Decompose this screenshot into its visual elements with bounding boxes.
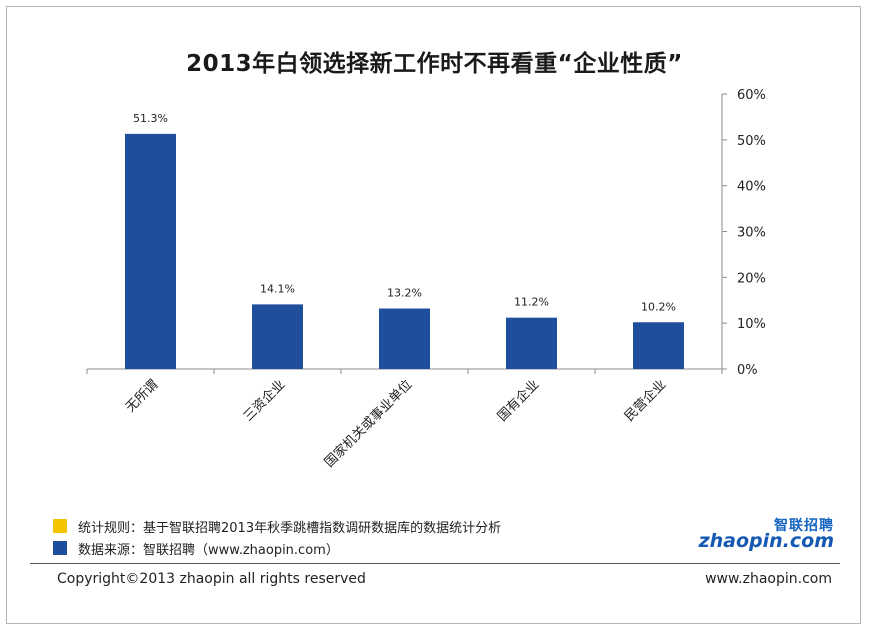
- data-label: 51.3%: [133, 112, 168, 125]
- y-tick-label: 40%: [737, 180, 766, 195]
- category-label: 民营企业: [621, 377, 669, 425]
- footnotes: 统计规则：基于智联招聘2013年秋季跳槽指数调研数据库的数据统计分析 数据来源：…: [53, 515, 501, 559]
- logo-english: zhaopin.com: [698, 530, 834, 552]
- y-tick-label: 10%: [737, 317, 766, 332]
- category-label: 国有企业: [494, 377, 542, 425]
- bar: [125, 133, 176, 369]
- bar: [379, 308, 430, 369]
- data-label: 13.2%: [387, 287, 422, 300]
- y-tick-label: 0%: [737, 363, 758, 378]
- bar: [633, 322, 684, 369]
- bar: [506, 317, 557, 369]
- bar-chart: 0% 10% 20% 30% 40% 50% 60% 51.3% 无所谓 14.1% 三资企业 13.…: [86, 88, 766, 471]
- y-tick-label: 60%: [737, 88, 766, 103]
- y-tick-label: 20%: [737, 271, 766, 286]
- footnote-rule-text: 统计规则：基于智联招聘2013年秋季跳槽指数调研数据库的数据统计分析: [78, 520, 502, 536]
- yellow-square-icon: [53, 519, 67, 533]
- footnote-rule: 统计规则：基于智联招聘2013年秋季跳槽指数调研数据库的数据统计分析: [53, 515, 501, 537]
- site-url: www.zhaopin.com: [705, 571, 832, 587]
- data-label: 11.2%: [514, 296, 549, 309]
- chart-title: 2013年白领选择新工作时不再看重“企业性质”: [186, 51, 683, 77]
- footnote-source-text: 数据来源：智联招聘（www.zhaopin.com）: [78, 542, 339, 558]
- footer-divider: [30, 563, 840, 564]
- blue-square-icon: [53, 541, 67, 555]
- y-tick-label: 30%: [737, 226, 766, 241]
- category-label: 国家机关或事业单位: [321, 377, 415, 471]
- logo-chinese: 智联招聘: [774, 518, 834, 534]
- category-label: 无所谓: [123, 377, 161, 415]
- zhaopin-logo: 智联招聘 zhaopin.com: [699, 515, 838, 555]
- copyright-text: Copyright©2013 zhaopin all rights reserv…: [57, 571, 366, 587]
- category-label: 三资企业: [240, 377, 288, 425]
- data-label: 10.2%: [641, 300, 676, 313]
- data-label: 14.1%: [260, 282, 295, 295]
- y-tick-label: 50%: [737, 134, 766, 149]
- bar: [252, 304, 303, 369]
- footnote-source: 数据来源：智联招聘（www.zhaopin.com）: [53, 537, 501, 559]
